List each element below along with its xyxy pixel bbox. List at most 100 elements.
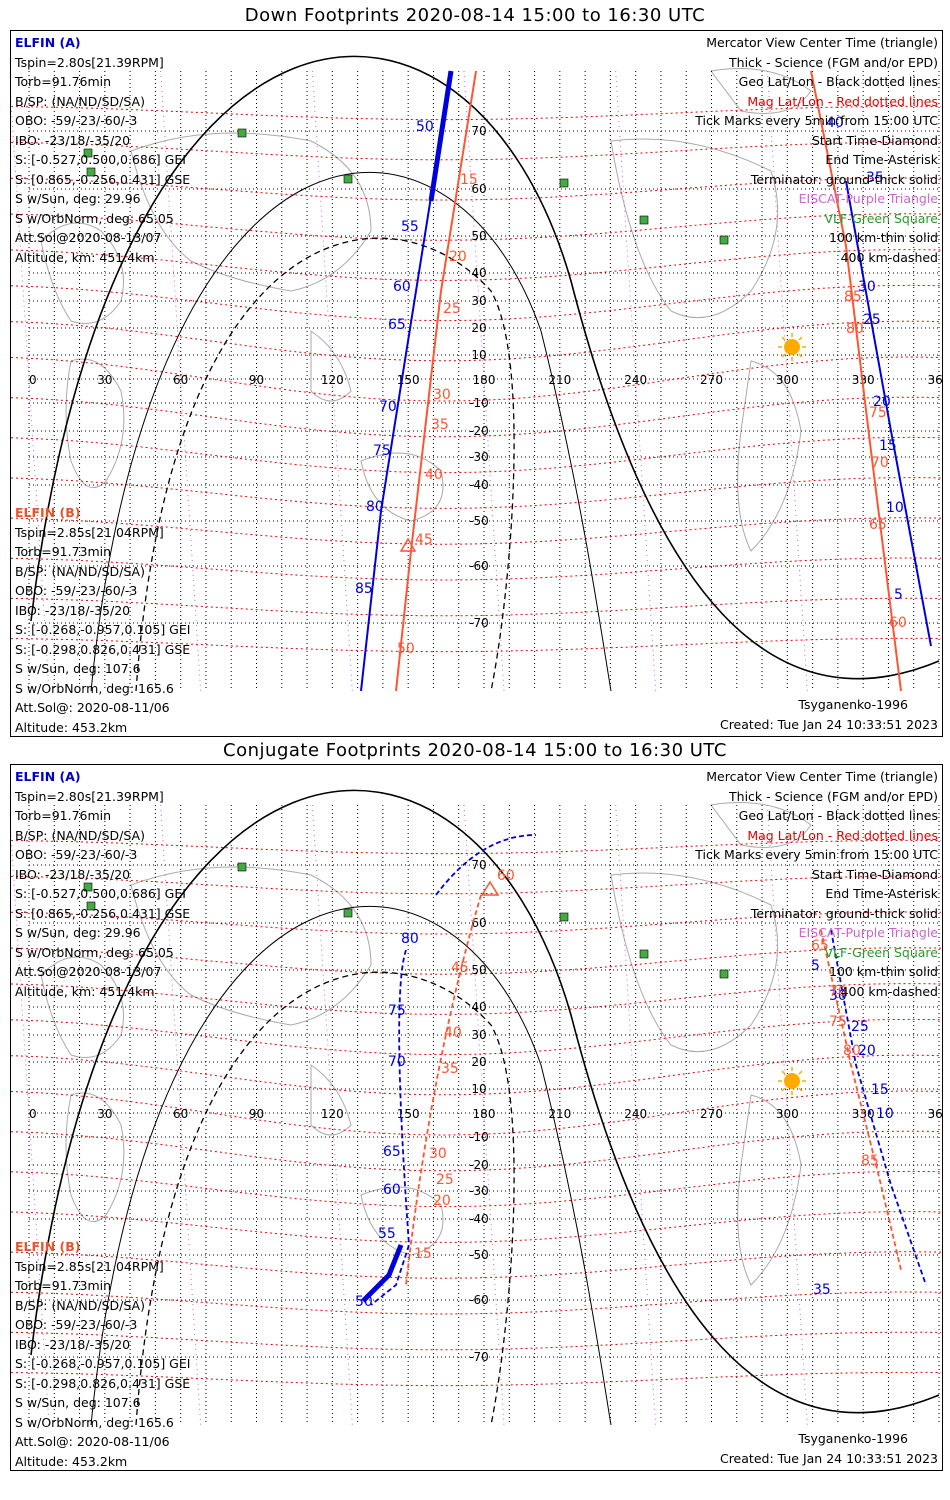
elfin-a-tick-label: 5 <box>811 958 820 974</box>
elfin-b-info-line: Altitude: 453.2km <box>15 719 128 735</box>
coastlines <box>40 68 812 552</box>
vlf-stations <box>83 128 729 245</box>
vlf-square-icon <box>237 862 247 872</box>
lon-tick-label: 210 <box>548 1107 571 1121</box>
elfin-a-header: ELFIN (A) <box>15 769 81 784</box>
elfin-a-info-line: S w/Sun, deg: 29.96 <box>15 925 141 940</box>
vlf-square-icon <box>83 148 93 158</box>
elfin-a-info-line: S w/OrbNorm, deg: 65.05 <box>15 944 174 960</box>
elfin-b-tick-label: 40 <box>425 467 443 483</box>
lat-tick-label: 60 <box>471 182 486 196</box>
elfin-a-info-line: OBO: -59/-23/-60/-3 <box>15 847 138 862</box>
elfin-a-info-line: IBO: -23/18/-35/20 <box>15 132 131 148</box>
elfin-b-info-line: OBO: -59/-23/-60/-3 <box>15 583 138 598</box>
elfin-a-tick-label: 80 <box>366 499 384 515</box>
elfin-b-tick-label: 15 <box>460 172 478 188</box>
legend-item: VLF-Green Square <box>824 944 938 960</box>
lat-tick-label: -50 <box>469 1248 489 1262</box>
lat-tick-label: -60 <box>469 1293 489 1307</box>
elfin-a-info-line: S: [-0.527,0.500,0.686] GEI <box>15 152 186 167</box>
elfin-a-tick-label: 40 <box>826 115 844 131</box>
legend-item: Geo Lat/Lon - Black dotted lines <box>738 808 938 823</box>
vlf-square-icon <box>237 128 247 138</box>
legend: Mercator View Center Time (triangle) Thic… <box>695 767 938 1001</box>
elfin-b-tick-label: 35 <box>431 417 449 433</box>
lat-tick-label: 30 <box>471 294 486 308</box>
elfin-b-tick-label: 80 <box>846 321 864 337</box>
lon-tick-label: 360 <box>928 373 942 387</box>
elfin-b-tick-label: 40 <box>444 1025 462 1041</box>
lat-tick-label: -60 <box>469 559 489 573</box>
elfin-a-tick-label: 30 <box>858 279 876 295</box>
elfin-b-info-line: S w/OrbNorm, deg: 165.6 <box>15 1414 174 1430</box>
elfin-a-tick-label: 65 <box>383 1144 401 1160</box>
elfin-a-tick-label: 50 <box>416 119 434 135</box>
elfin-a-tick-label: 15 <box>871 1082 889 1098</box>
elfin-b-info-line: S: [-0.298,0.826,0.431] GSE <box>15 1375 191 1391</box>
conjugate-footprints-panel: 0306090120150180210240270300330360706050… <box>10 764 943 1471</box>
legend-item: 400 km-dashed <box>840 249 938 265</box>
vlf-square-icon <box>719 969 729 979</box>
lat-tick-label: -70 <box>469 616 489 630</box>
terminator <box>30 55 940 692</box>
elfin-a-info-line: Att.Sol@2020-08-13/07 <box>15 964 162 979</box>
lon-tick-label: 300 <box>776 373 799 387</box>
elfin-b-info-line: B/SP: (NA/ND/SD/SA) <box>15 1297 145 1313</box>
axis-labels: 0306090120150180210240270300330360706050… <box>29 858 942 1364</box>
elfin-a-info-line: Altitude, km: 451.4km <box>15 983 155 999</box>
elfin-a-info-line: S w/OrbNorm, deg: 65.05 <box>15 210 174 226</box>
elfin-b-tick-label: 20 <box>449 249 467 265</box>
elfin-b-tick-label: 50 <box>397 641 415 657</box>
lat-tick-label: 60 <box>471 916 486 930</box>
elfin-a-tick-label: 55 <box>378 1226 396 1242</box>
elfin-a-tick-label: 80 <box>401 931 419 947</box>
elfin-b-tick-label: 25 <box>436 1172 454 1188</box>
elfin-a-tick-label: 15 <box>879 438 897 454</box>
legend-item: Start Time-Diamond <box>811 132 938 148</box>
lon-tick-label: 180 <box>473 373 496 387</box>
vlf-square-icon <box>559 178 569 188</box>
elfin-a-tick-label: 75 <box>373 443 391 459</box>
lon-tick-label: 270 <box>700 373 723 387</box>
elfin-a-info-line: B/SP: (NA/ND/SD/SA) <box>15 827 145 843</box>
legend-item: Mag Lat/Lon - Red dotted lines <box>747 827 938 843</box>
elfin-a-info-line: Torb=91.76min <box>15 808 112 823</box>
vlf-square-icon <box>639 949 649 959</box>
elfin-b-tick-label: 65 <box>811 938 829 954</box>
elfin-b-tick-label: 25 <box>443 301 461 317</box>
elfin-a-info-line: Altitude, km: 451.4km <box>15 249 155 265</box>
elfin-b-tick-label: 15 <box>414 1246 432 1262</box>
legend-item: 100 km-thin solid <box>829 230 938 245</box>
elfin-a-info-line: Torb=91.76min <box>15 74 112 89</box>
model-label: Tsyganenko-1996 <box>798 1431 908 1446</box>
lon-tick-label: 150 <box>397 1107 420 1121</box>
vlf-square-icon <box>639 215 649 225</box>
lon-tick-label: 300 <box>776 1107 799 1121</box>
map-canvas: 0306090120150180210240270300330360706050… <box>11 55 942 692</box>
elfin-b-info-line: S w/OrbNorm, deg: 165.6 <box>15 680 174 696</box>
elfin-a-info: ELFIN (A) Tspin=2.80s[21.39RPM] Torb=91.76… <box>15 767 190 1001</box>
elfin-a-info-line: Tspin=2.80s[21.39RPM] <box>15 54 164 70</box>
elfin-a-tick-label: 35 <box>813 1282 831 1298</box>
lon-tick-label: 60 <box>173 1107 188 1121</box>
elfin-b-tick-label: 20 <box>433 1193 451 1209</box>
lat-tick-label: -30 <box>469 450 489 464</box>
lat-tick-label: 40 <box>471 1000 486 1014</box>
lon-tick-label: 0 <box>29 373 37 387</box>
elfin-b-info-line: S w/Sun, deg: 107.6 <box>15 1395 141 1410</box>
elfin-a-info-line: Att.Sol@2020-08-13/07 <box>15 230 162 245</box>
elfin-a-tick-label: 70 <box>388 1054 406 1070</box>
lat-tick-label: -10 <box>469 396 489 410</box>
elfin-b-info-line: Tspin=2.85s[21.04RPM] <box>15 524 164 540</box>
legend-item: End Time-Asterisk <box>825 152 938 167</box>
vlf-square-icon <box>83 882 93 892</box>
lon-tick-label: 120 <box>321 1107 344 1121</box>
page-title-down: Down Footprints 2020-08-14 15:00 to 16:3… <box>244 5 706 26</box>
lon-tick-label: 270 <box>700 1107 723 1121</box>
elfin-b-info-line: IBO: -23/18/-35/20 <box>15 602 131 618</box>
elfin-b-info-line: Altitude: 453.2km <box>15 1453 128 1469</box>
mag-grid <box>11 839 942 1387</box>
elfin-b-tick-label: 30 <box>429 1146 447 1162</box>
elfin-a-tick-label: 85 <box>355 581 373 597</box>
elfin-a-info-line: Tspin=2.80s[21.39RPM] <box>15 788 164 804</box>
